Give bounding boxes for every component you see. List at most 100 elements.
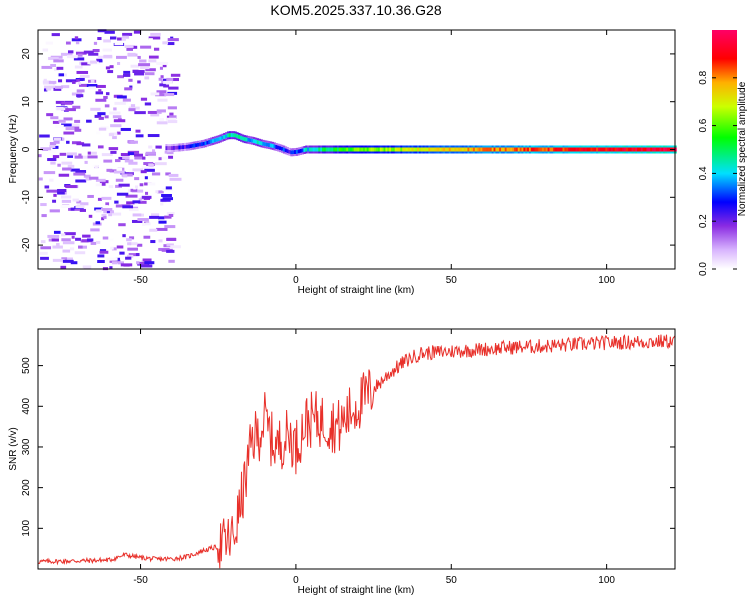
heatmap-ridge-cell xyxy=(665,147,668,152)
heatmap-ridge-halo xyxy=(236,132,239,135)
heatmap-ridge-cell xyxy=(316,147,319,152)
x-tick-label: -50 xyxy=(133,275,148,286)
heatmap-noise-cell xyxy=(115,159,121,163)
heatmap-noise-cell xyxy=(66,152,77,156)
heatmap-noise-cell xyxy=(51,33,60,37)
heatmap-ridge-halo xyxy=(212,142,215,145)
heatmap-ridge-halo xyxy=(269,141,273,144)
heatmap-ridge-cell xyxy=(545,147,549,152)
heatmap-noise-cell xyxy=(95,131,101,135)
heatmap-ridge-halo xyxy=(420,145,424,148)
heatmap-ridge-halo xyxy=(590,151,593,154)
heatmap-noise-cell xyxy=(90,60,98,64)
heatmap-ridge-halo xyxy=(193,141,196,144)
heatmap-noise-cell xyxy=(105,66,111,70)
heatmap-ridge-halo xyxy=(340,145,344,148)
heatmap-noise-cell xyxy=(140,45,152,49)
heatmap-ridge-cell xyxy=(605,147,608,152)
heatmap-ridge-cell xyxy=(191,143,194,148)
heatmap-ridge-cell xyxy=(435,147,439,152)
heatmap-noise-cell xyxy=(75,205,85,209)
heatmap-noise-cell xyxy=(81,143,91,147)
heatmap-noise-cell xyxy=(140,97,148,101)
heatmap-ridge-halo xyxy=(320,151,323,154)
heatmap-noise-cell xyxy=(118,183,130,187)
heatmap-ridge-halo xyxy=(185,142,189,145)
heatmap-ridge-halo xyxy=(599,145,603,148)
heatmap-ridge-halo xyxy=(428,151,431,154)
heatmap-ridge-halo xyxy=(635,145,638,148)
heatmap-ridge-halo xyxy=(583,151,586,154)
heatmap-ridge-halo xyxy=(614,145,618,148)
heatmap-ridge-halo xyxy=(174,143,178,146)
heatmap-ridge-cell xyxy=(364,147,368,152)
heatmap-noise-cell xyxy=(148,36,161,40)
heatmap-ridge-halo xyxy=(454,145,457,148)
heatmap-ridge-halo xyxy=(299,146,303,149)
heatmap-ridge-cell xyxy=(219,136,222,141)
heatmap-ridge-halo xyxy=(624,151,627,154)
heatmap-noise-cell xyxy=(123,73,131,77)
heatmap-ridge-halo xyxy=(402,145,405,148)
heatmap-cells xyxy=(38,29,677,271)
heatmap-ridge-halo xyxy=(521,145,524,148)
heatmap-ridge-cell xyxy=(310,147,314,152)
heatmap-noise-cell xyxy=(70,168,80,172)
heatmap-noise-cell xyxy=(150,92,160,96)
heatmap-noise-cell xyxy=(164,150,169,154)
heatmap-ridge-halo xyxy=(234,137,237,140)
heatmap-ridge-halo xyxy=(441,145,444,148)
heatmap-ridge-halo xyxy=(189,148,193,151)
heatmap-ridge-halo xyxy=(366,151,370,154)
heatmap-noise-cell xyxy=(95,178,106,182)
x-tick-label: 100 xyxy=(598,275,615,286)
heatmap-ridge-halo xyxy=(633,151,636,154)
heatmap-ridge-halo xyxy=(432,145,435,148)
heatmap-ridge-halo xyxy=(226,137,230,140)
heatmap-ridge-cell xyxy=(633,147,636,152)
heatmap-ridge-halo xyxy=(385,151,388,154)
heatmap-ridge-halo xyxy=(239,133,243,136)
y-tick-label: 200 xyxy=(21,479,32,496)
heatmap-noise-cell xyxy=(168,86,179,90)
heatmap-noise-cell xyxy=(90,241,97,245)
heatmap-noise-cell xyxy=(132,168,144,172)
heatmap-noise-cell xyxy=(122,174,128,178)
heatmap-ridge-halo xyxy=(344,145,347,148)
heatmap-ridge-cell xyxy=(359,147,362,152)
heatmap-ridge-halo xyxy=(443,145,446,148)
heatmap-ridge-halo xyxy=(659,151,662,154)
heatmap-ridge-halo xyxy=(385,145,388,148)
heatmap-ridge-cell xyxy=(197,142,200,147)
heatmap-ridge-halo xyxy=(202,139,206,142)
heatmap-ridge-halo xyxy=(642,151,646,154)
heatmap-noise-cell xyxy=(61,238,71,242)
y-tick-label: 20 xyxy=(21,48,32,60)
heatmap-noise-cell xyxy=(65,185,77,189)
heatmap-ridge-halo xyxy=(607,145,610,148)
heatmap-ridge-cell xyxy=(405,147,409,152)
heatmap-ridge-halo xyxy=(390,145,394,148)
heatmap-noise-cell xyxy=(102,236,109,240)
heatmap-noise-cell xyxy=(97,145,104,149)
heatmap-ridge-cell xyxy=(312,147,316,152)
heatmap-noise-cell xyxy=(130,64,140,68)
heatmap-ridge-halo xyxy=(256,144,260,147)
heatmap-ridge-halo xyxy=(256,138,260,141)
heatmap-ridge-halo xyxy=(644,151,647,154)
heatmap-noise-cell xyxy=(38,154,42,158)
heatmap-noise-cell xyxy=(125,256,132,260)
heatmap-noise-cell xyxy=(58,173,70,177)
heatmap-noise-cell xyxy=(113,170,125,174)
spectrogram-x-ticks: -50 0 50 100 xyxy=(133,30,615,286)
heatmap-ridge-halo xyxy=(627,151,631,154)
heatmap-noise-cell xyxy=(165,117,177,121)
heatmap-ridge-cell xyxy=(445,147,448,152)
heatmap-noise-cell xyxy=(112,136,117,140)
heatmap-ridge-cell xyxy=(568,147,571,152)
heatmap-noise-cell xyxy=(83,174,91,178)
heatmap-ridge-cell xyxy=(569,147,573,152)
heatmap-ridge-halo xyxy=(622,151,625,154)
heatmap-ridge-halo xyxy=(387,151,390,154)
heatmap-ridge-halo xyxy=(439,145,442,148)
